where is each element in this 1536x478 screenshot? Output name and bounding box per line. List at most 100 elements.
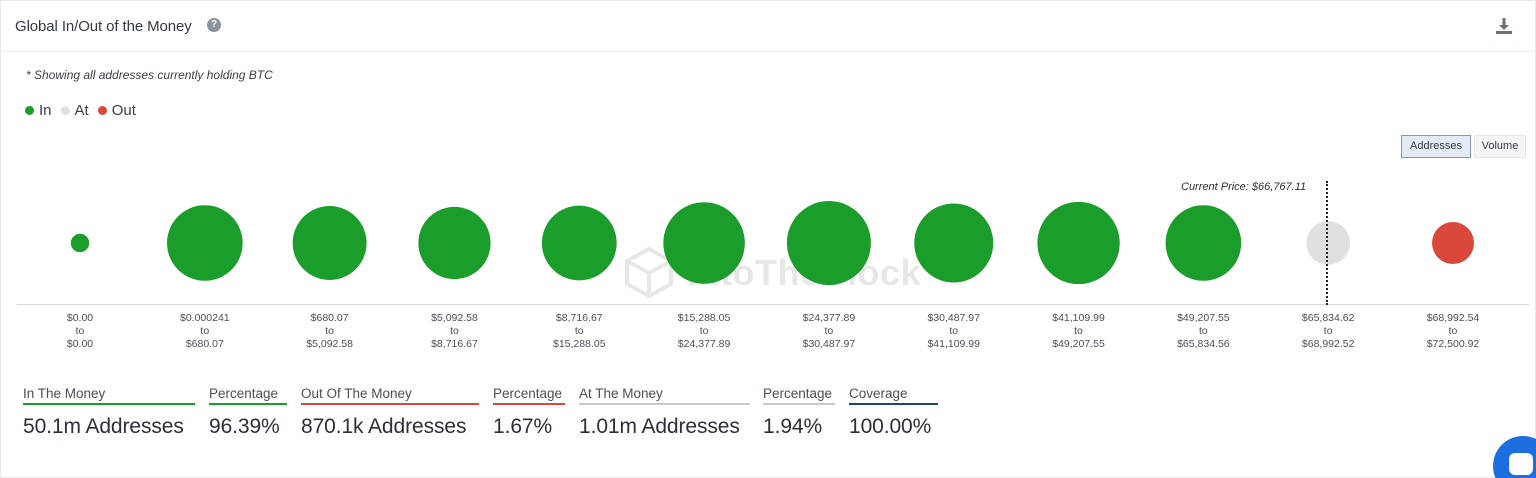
range-to: $49,207.55: [1052, 338, 1105, 350]
bubble-6[interactable]: [786, 201, 871, 285]
stat-value: 50.1m Addresses: [23, 415, 184, 438]
stat-1: Percentage 96.39%: [209, 381, 287, 439]
range-connector: to: [824, 325, 834, 337]
range-connector: to: [450, 325, 459, 337]
range-label-10: $65,834.62 to $68,992.52: [1268, 312, 1388, 351]
chart-legend: In At Out: [25, 102, 145, 119]
range-from: $680.07: [310, 312, 349, 324]
chat-bubble-icon: [1509, 453, 1533, 475]
current-price-label: Current Price: $66,767.11: [1181, 181, 1307, 193]
card-header: Global In/Out of the Money ?: [1, 1, 1536, 52]
legend-label-out: Out: [111, 102, 136, 119]
range-label-3: $5,092.58 to $8,716.67: [394, 312, 514, 351]
stat-value: 100.00%: [849, 415, 932, 438]
range-to: $15,288.05: [552, 338, 606, 350]
range-label-9: $49,207.55 to $65,834.56: [1143, 312, 1263, 351]
legend-item-out[interactable]: Out: [97, 102, 136, 119]
price-range-labels: $0.00 to $0.00 $0.000241 to $680.07 $680.07 to $…: [1, 312, 1536, 354]
range-from: $8,716.67: [555, 312, 603, 324]
stat-label: Percentage: [763, 381, 835, 405]
range-label-8: $41,109.99 to $49,207.55: [1019, 312, 1139, 351]
bubble-9[interactable]: [1165, 205, 1242, 281]
stat-3: Percentage 1.67%: [493, 381, 565, 439]
stat-2: Out Of The Money 870.1k Addresses: [301, 381, 479, 439]
card-title: Global In/Out of the Money: [15, 18, 192, 35]
stat-6: Coverage 100.00%: [849, 381, 938, 439]
range-connector: to: [574, 325, 584, 337]
holding-note: * Showing all addresses currently holdin…: [26, 68, 273, 82]
download-icon[interactable]: [1495, 17, 1513, 35]
stat-value: 1.67%: [493, 415, 553, 438]
range-label-2: $680.07 to $5,092.58: [270, 312, 390, 351]
range-to: $680.07: [185, 338, 224, 350]
legend-dot-at: [60, 106, 70, 115]
bubble-4[interactable]: [541, 205, 617, 281]
bubble-7[interactable]: [914, 203, 994, 283]
range-to: $0.00: [66, 338, 94, 350]
volume-toggle-button[interactable]: Volume: [1474, 135, 1526, 158]
bubble-2[interactable]: [292, 206, 367, 280]
bubble-10[interactable]: [1306, 221, 1351, 265]
legend-item-in[interactable]: In: [25, 102, 52, 119]
legend-label-at: At: [74, 102, 89, 119]
bubble-0[interactable]: [70, 233, 90, 253]
legend-dot-in: [25, 106, 34, 115]
range-label-1: $0.000241 to $680.07: [145, 312, 265, 351]
range-connector: to: [1198, 325, 1208, 337]
range-connector: to: [1074, 325, 1083, 337]
bubble-chart: [17, 201, 1529, 305]
stat-label: Percentage: [209, 381, 287, 405]
range-label-6: $24,377.89 to $30,487.97: [769, 312, 889, 351]
stat-label: Out Of The Money: [301, 381, 479, 405]
bubble-group: [70, 201, 1474, 285]
range-to: $65,834.56: [1177, 338, 1230, 350]
summary-stats: In The Money 50.1m Addresses Percentage 96.…: [1, 381, 1536, 451]
stat-label: Coverage: [849, 381, 938, 405]
question-circle-icon[interactable]: ?: [207, 18, 221, 32]
range-label-7: $30,487.97 to $41,109.99: [894, 312, 1014, 351]
legend-label-in: In: [39, 102, 52, 119]
range-from: $49,207.55: [1177, 312, 1230, 324]
range-to: $68,992.52: [1301, 338, 1355, 350]
range-from: $41,109.99: [1052, 312, 1105, 324]
stat-0: In The Money 50.1m Addresses: [23, 381, 195, 439]
stat-value: 1.94%: [763, 415, 823, 438]
range-connector: to: [949, 325, 959, 337]
range-label-0: $0.00 to $0.00: [20, 312, 140, 351]
range-connector: to: [699, 325, 709, 337]
range-connector: to: [200, 325, 210, 337]
range-label-11: $68,992.54 to $72,500.92: [1393, 312, 1513, 351]
bubble-1[interactable]: [167, 205, 243, 281]
bubble-8[interactable]: [1037, 201, 1120, 285]
addresses-toggle-button[interactable]: Addresses: [1401, 135, 1471, 158]
range-to: $30,487.97: [802, 338, 856, 350]
stat-value: 870.1k Addresses: [301, 415, 467, 438]
bubble-5[interactable]: [663, 202, 745, 284]
stat-value: 96.39%: [209, 415, 280, 438]
range-connector: to: [325, 325, 334, 337]
bubble-11[interactable]: [1432, 222, 1474, 264]
range-connector: to: [1323, 325, 1333, 337]
range-to: $72,500.92: [1426, 338, 1480, 350]
range-label-4: $8,716.67 to $15,288.05: [519, 312, 639, 351]
range-to: $41,109.99: [927, 338, 980, 350]
stat-5: Percentage 1.94%: [763, 381, 835, 439]
range-from: $0.00: [66, 312, 94, 324]
range-from: $65,834.62: [1301, 312, 1355, 324]
range-to: $8,716.67: [431, 338, 478, 350]
range-connector: to: [75, 325, 85, 337]
legend-item-at[interactable]: At: [60, 102, 89, 119]
range-from: $68,992.54: [1426, 312, 1480, 324]
range-to: $24,377.89: [677, 338, 731, 350]
bubble-3[interactable]: [418, 206, 491, 280]
range-from: $24,377.89: [802, 312, 856, 324]
range-label-5: $15,288.05 to $24,377.89: [644, 312, 764, 351]
current-price-line: [1326, 181, 1328, 305]
range-from: $15,288.05: [677, 312, 731, 324]
stat-label: At The Money: [579, 381, 750, 405]
legend-dot-out: [97, 106, 107, 115]
range-from: $0.000241: [179, 312, 230, 324]
range-connector: to: [1448, 325, 1458, 337]
stat-label: In The Money: [23, 381, 195, 405]
stat-value: 1.01m Addresses: [579, 415, 740, 438]
